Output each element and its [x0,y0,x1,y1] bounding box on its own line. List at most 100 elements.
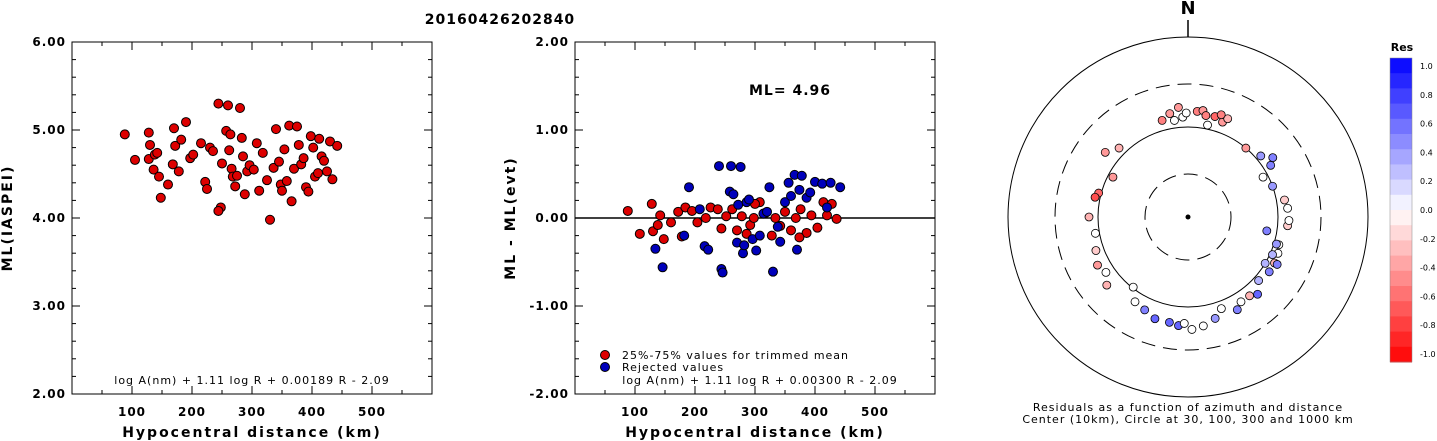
data-point [735,161,746,172]
data-point [143,127,154,138]
x-tick-label: 300 [741,405,769,419]
caption-line-2: Center (10km), Circle at 30, 100, 300 an… [1022,413,1353,426]
y-tick-label: 2.00 [535,35,569,49]
data-point [801,227,812,238]
data-point [764,182,775,193]
data-point [155,192,166,203]
data-point [716,223,727,234]
data-point [714,161,724,172]
colorbar-step [1390,58,1412,74]
data-point [650,243,661,254]
data-point [794,232,805,243]
data-point [684,182,694,193]
data-point [238,151,248,162]
data-point [325,136,335,147]
colorbar-tick-label: -1.0 [1420,350,1436,359]
x-tick-label: 400 [298,405,326,419]
residual-point [1150,314,1160,324]
residual-point [1256,151,1266,161]
data-point [236,132,247,143]
residual-point [1268,153,1278,163]
data-point [775,236,786,247]
data-point [732,225,742,236]
data-point [322,166,332,177]
data-point [825,177,836,188]
residual-point [1198,321,1208,331]
colorbar-step [1390,88,1412,105]
data-point [792,244,802,255]
residual-point [1165,317,1174,327]
data-point [622,205,633,216]
north-label: N [1180,0,1195,19]
data-point [726,161,736,172]
colorbar-tick-label: 0.8 [1420,91,1433,100]
data-point [257,147,268,158]
x-axis-label: Hypocentral distance (km) [122,425,382,441]
residual-point [1216,304,1226,314]
colorbar-step [1390,103,1412,120]
data-point [262,175,272,186]
residual-point [1284,216,1294,225]
data-point [733,199,744,210]
residual-point [1187,325,1197,334]
data-point [770,213,781,223]
data-point [286,196,297,207]
y-tick-label: 4.00 [32,211,66,225]
residual-point [1268,181,1277,191]
data-point [754,230,765,241]
data-point [692,217,703,228]
residual-point [1179,319,1189,328]
circle-100km [1097,126,1279,308]
data-point [655,210,666,221]
data-point [748,213,759,223]
residual-point [1174,103,1183,112]
data-point [703,244,714,255]
data-point [768,266,778,277]
data-point [728,189,739,200]
data-point [167,159,178,170]
legend-marker-red [600,350,610,360]
y-axis-label: ML(IASPEI) [0,165,16,272]
residual-point [1258,172,1268,182]
data-point [790,213,801,223]
data-point [239,189,250,200]
colorbar-step [1390,255,1412,272]
data-point [163,179,173,190]
data-point [169,123,179,134]
data-point [196,138,206,149]
data-point [817,178,828,189]
residual-point [1264,267,1274,277]
colorbar-tick-label: 0.6 [1420,120,1433,129]
colorbar-frame [1389,57,1413,363]
residual-point [1128,282,1138,292]
colorbar-step [1390,194,1412,211]
panel-ml-iaspei: 2.00 3.00 4.00 5.00 6.00 100 200 300 400 500 log… [0,35,433,441]
colorbar-tick-label: 0.2 [1420,177,1433,186]
data-point [152,147,163,158]
circle-1000km [1007,36,1369,398]
y-tick-label: 0.00 [535,211,569,225]
residual-point [1201,111,1211,120]
figure-title: 20160426202840 [425,12,575,28]
colorbar-step [1390,301,1412,317]
colorbar-step [1390,73,1412,89]
residual-point [1241,143,1251,153]
x-tick-label: 200 [681,405,709,419]
colorbar-title: Res [1391,41,1414,54]
colorbar-step [1390,270,1412,287]
residual-point [1236,297,1246,307]
data-point [327,174,338,185]
colorbar-step [1390,225,1412,241]
formula-label: log A(nm) + 1.11 log R + 0.00300 R - 2.0… [622,374,897,387]
legend-label-rejected: Rejected values [622,361,724,374]
legend-marker-blue [600,362,610,372]
data-point [780,197,790,208]
colorbar-step [1390,149,1412,165]
data-point [805,187,816,198]
residual-point [1102,280,1112,290]
x-tick-label: 100 [118,405,146,419]
data-point [796,170,807,181]
residual-point [1272,260,1282,269]
residual-point [1254,276,1263,285]
